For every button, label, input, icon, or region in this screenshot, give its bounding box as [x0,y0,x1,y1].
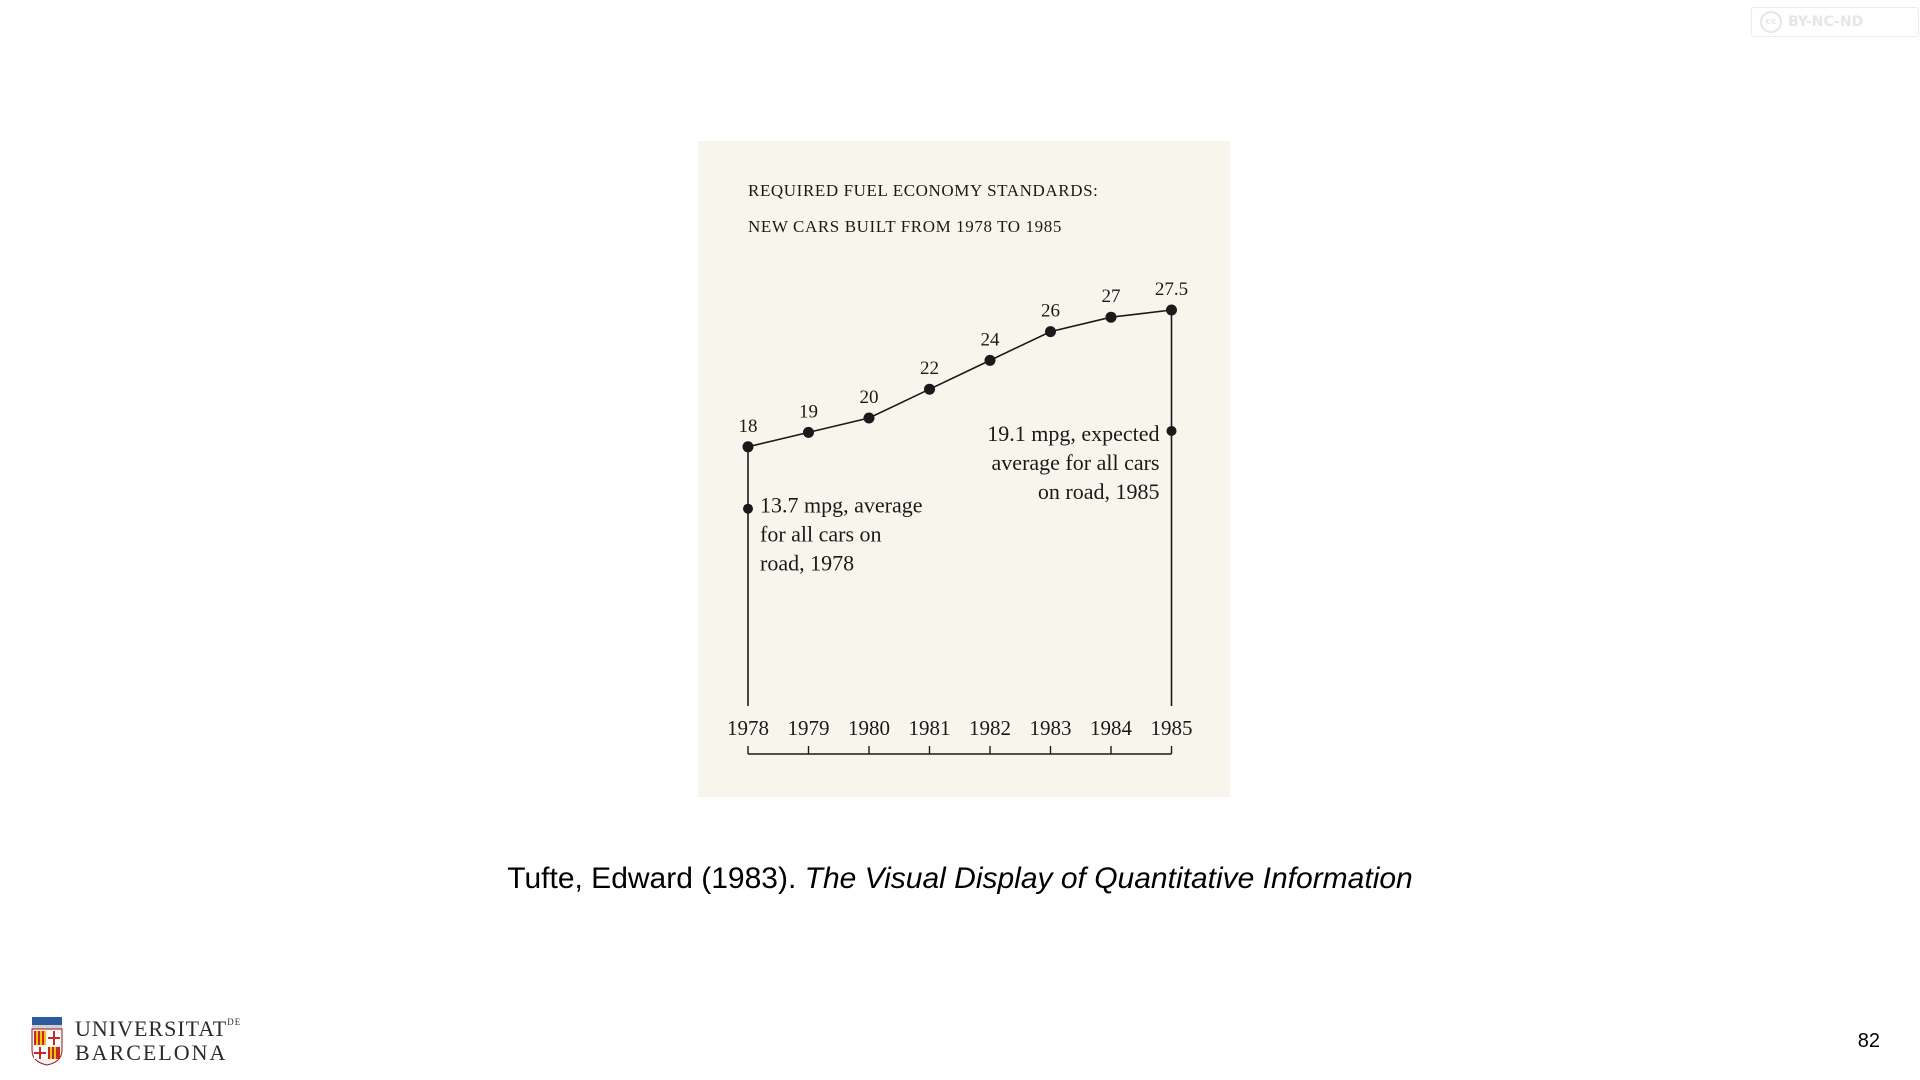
data-point-1981 [924,383,935,395]
annotation-point-1978 [743,503,753,514]
data-point-1978 [742,441,754,453]
fuel-economy-chart: REQUIRED FUEL ECONOMY STANDARDS: NEW CARS… [698,141,1230,797]
x-tick-label-1985: 1985 [1151,716,1193,740]
university-logo: UNIVERSITATDE BARCELONA [31,1016,241,1066]
caption-book-title: The Visual Display of Quantitative Infor… [804,862,1413,895]
chart-title-line-1: REQUIRED FUEL ECONOMY STANDARDS: [748,181,1098,200]
logo-wordmark: UNIVERSITATDE BARCELONA [75,1018,241,1064]
chart-title-line-2: NEW CARS BUILT FROM 1978 TO 1985 [748,217,1062,236]
data-point-1984 [1105,311,1117,323]
annotation-1978-line-3: road, 1978 [760,551,854,576]
logo-line-1: UNIVERSITATDE [75,1016,242,1041]
value-label-1985: 27.5 [1155,279,1188,300]
annotation-1978-line-1: 13.7 mpg, average [760,493,923,518]
value-label-1979: 19 [799,401,818,422]
data-point-1983 [1045,326,1056,338]
x-tick-label-1982: 1982 [969,716,1011,740]
x-tick-label-1979: 1979 [788,716,830,740]
figure-caption: Tufte, Edward (1983). The Visual Display… [0,862,1920,896]
creative-commons-icon: cc [1760,11,1782,33]
value-label-1983: 26 [1041,301,1060,322]
page-number: 82 [1857,1030,1880,1052]
value-label-1981: 22 [920,358,939,379]
value-label-1984: 27 [1102,286,1121,307]
annotation-1985-line-3: on road, 1985 [1038,479,1160,504]
x-tick-label-1983: 1983 [1030,716,1072,740]
data-point-1985 [1166,304,1177,316]
value-label-1982: 24 [981,329,1001,350]
university-shield-icon [31,1017,63,1066]
chart-paper-background [698,141,1230,797]
chart-svg: REQUIRED FUEL ECONOMY STANDARDS: NEW CARS… [698,141,1230,797]
x-tick-label-1978: 1978 [727,716,769,740]
data-point-1982 [984,354,996,366]
data-point-1979 [803,426,814,438]
x-tick-label-1981: 1981 [909,716,951,740]
series-line [747,309,1172,448]
annotation-1985-line-1: 19.1 mpg, expected [987,421,1159,446]
annotation-1978-line-2: for all cars on [760,522,882,547]
annotation-point-1985 [1166,425,1177,436]
annotation-1985-line-2: average for all cars [992,450,1160,475]
license-badge: cc BY-NC-ND [1751,7,1919,37]
data-point-1980 [863,412,875,424]
value-label-1980: 20 [860,387,879,408]
license-text: BY-NC-ND [1788,14,1864,30]
logo-line-2: BARCELONA [75,1040,228,1065]
caption-author: Tufte, Edward (1983). [507,862,805,895]
value-label-1978: 18 [739,416,758,437]
x-tick-label-1980: 1980 [848,716,890,740]
x-tick-label-1984: 1984 [1090,716,1133,740]
